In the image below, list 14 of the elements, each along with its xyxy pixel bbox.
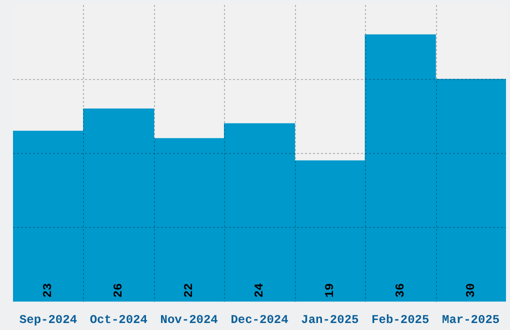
x-tick-label: Dec-2024 bbox=[230, 312, 288, 327]
x-tick-label: Feb-2025 bbox=[372, 312, 430, 327]
data-label: 23 bbox=[41, 283, 56, 298]
data-label: 30 bbox=[464, 283, 478, 298]
data-label: 24 bbox=[252, 283, 267, 298]
data-label: 19 bbox=[322, 283, 337, 298]
x-tick-label: Jan-2025 bbox=[301, 312, 359, 327]
data-label: 26 bbox=[112, 283, 126, 298]
x-tick-label: Oct-2024 bbox=[90, 312, 148, 327]
x-tick-label: Nov-2024 bbox=[160, 312, 218, 327]
x-tick-label: Sep-2024 bbox=[19, 312, 78, 327]
data-label: 36 bbox=[393, 283, 408, 298]
data-label: 22 bbox=[182, 283, 196, 298]
x-tick-label: Mar-2025 bbox=[442, 312, 500, 327]
